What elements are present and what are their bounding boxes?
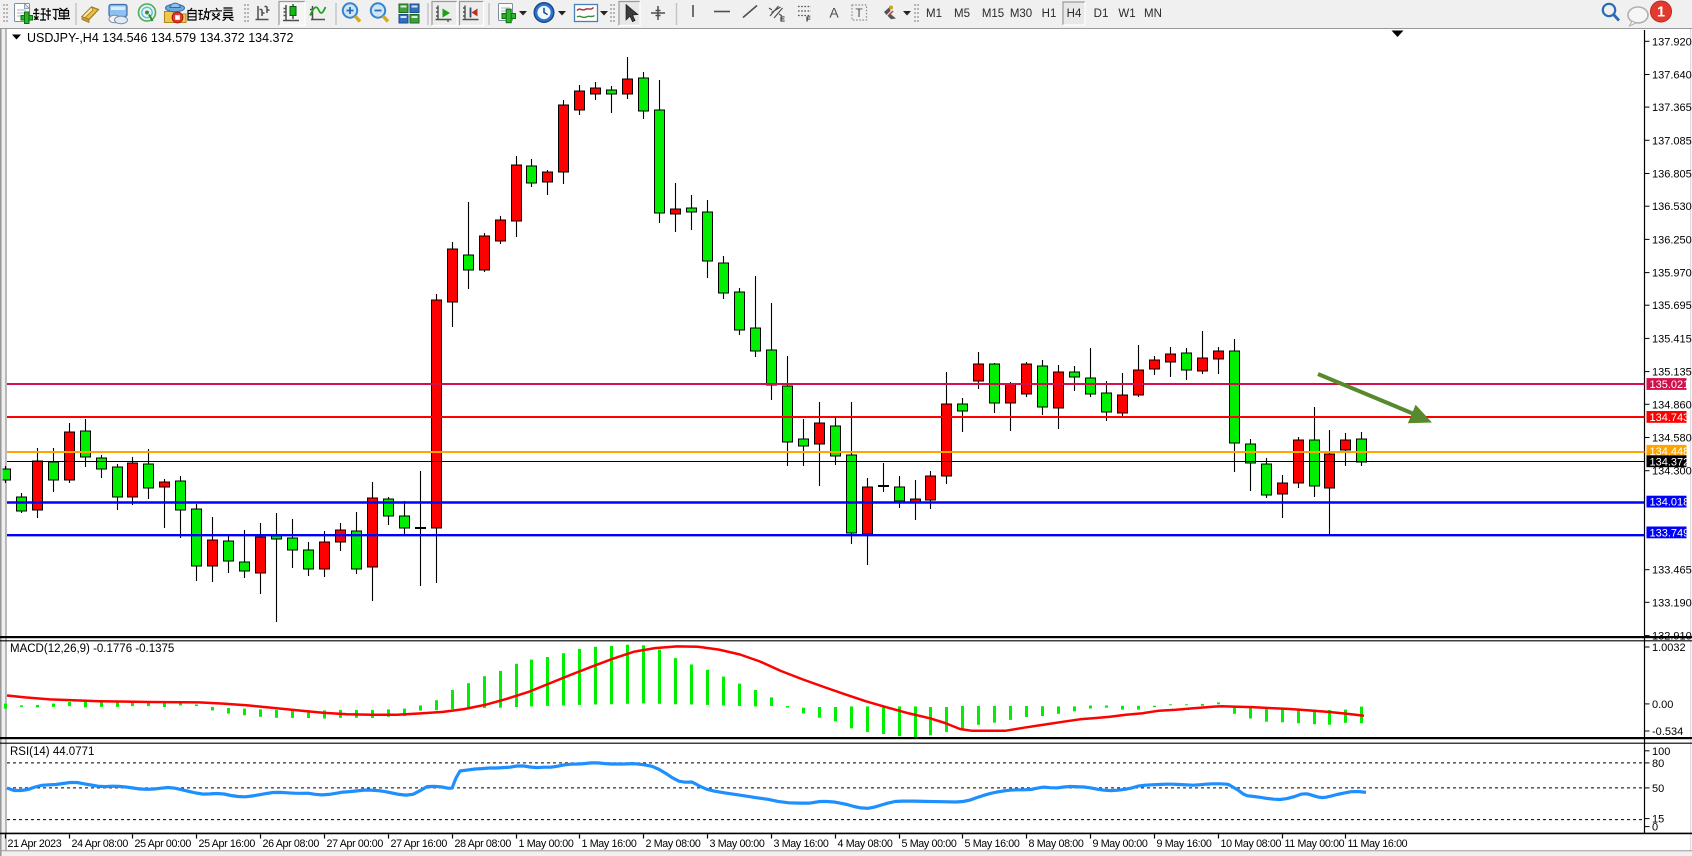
svg-text:USDJPY-,H4 134.546 134.579 13: USDJPY-,H4 134.546 134.579 134.372 134.3… — [27, 31, 293, 45]
svg-text:28 Apr 08:00: 28 Apr 08:00 — [455, 838, 512, 850]
svg-text:133.749: 133.749 — [1650, 527, 1690, 539]
svg-text:137.085: 137.085 — [1652, 135, 1692, 147]
svg-text:136.250: 136.250 — [1652, 234, 1692, 246]
svg-text:133.190: 133.190 — [1652, 597, 1692, 609]
svg-text:25 Apr 16:00: 25 Apr 16:00 — [199, 838, 256, 850]
svg-text:1.0032: 1.0032 — [1652, 642, 1686, 654]
svg-text:80: 80 — [1652, 758, 1664, 770]
svg-text:50: 50 — [1652, 783, 1664, 795]
svg-text:25 Apr 00:00: 25 Apr 00:00 — [135, 838, 192, 850]
svg-text:0: 0 — [1652, 822, 1658, 834]
svg-text:135.135: 135.135 — [1652, 367, 1692, 379]
svg-text:21 Apr 2023: 21 Apr 2023 — [8, 838, 62, 850]
svg-text:D1: D1 — [1094, 8, 1109, 20]
svg-text:H1: H1 — [1042, 8, 1057, 20]
svg-text:133.465: 133.465 — [1652, 565, 1692, 577]
svg-text:A: A — [829, 5, 839, 21]
svg-text:2 May 08:00: 2 May 08:00 — [646, 838, 701, 850]
svg-text:T: T — [855, 6, 863, 20]
svg-text:134.018: 134.018 — [1650, 497, 1690, 509]
svg-text:10 May 08:00: 10 May 08:00 — [1221, 838, 1282, 850]
svg-text:1: 1 — [1657, 5, 1665, 21]
svg-text:137.640: 137.640 — [1652, 70, 1692, 82]
svg-text:134.580: 134.580 — [1652, 433, 1692, 445]
svg-text:5 May 00:00: 5 May 00:00 — [902, 838, 957, 850]
svg-text:M15: M15 — [982, 8, 1004, 20]
svg-text:MACD(12,26,9) -0.1776 -0.1375: MACD(12,26,9) -0.1776 -0.1375 — [10, 643, 174, 655]
svg-text:135.415: 135.415 — [1652, 333, 1692, 345]
svg-text:27 Apr 00:00: 27 Apr 00:00 — [327, 838, 384, 850]
svg-text:8 May 08:00: 8 May 08:00 — [1029, 838, 1084, 850]
svg-text:4 May 08:00: 4 May 08:00 — [838, 838, 893, 850]
svg-text:134.743: 134.743 — [1650, 412, 1690, 424]
svg-text:5 May 16:00: 5 May 16:00 — [965, 838, 1020, 850]
svg-text:136.530: 136.530 — [1652, 201, 1692, 213]
svg-text:E: E — [780, 15, 785, 24]
svg-text:3 May 16:00: 3 May 16:00 — [774, 838, 829, 850]
svg-text:135.970: 135.970 — [1652, 268, 1692, 280]
svg-text:W1: W1 — [1118, 8, 1135, 20]
svg-text:1 May 00:00: 1 May 00:00 — [519, 838, 574, 850]
svg-text:134.448: 134.448 — [1650, 446, 1690, 458]
svg-text:27 Apr 16:00: 27 Apr 16:00 — [391, 838, 448, 850]
svg-text:26 Apr 08:00: 26 Apr 08:00 — [263, 838, 320, 850]
svg-text:1 May 16:00: 1 May 16:00 — [582, 838, 637, 850]
svg-text:11 May 16:00: 11 May 16:00 — [1348, 838, 1408, 850]
svg-text:137.365: 137.365 — [1652, 102, 1692, 114]
svg-text:135.021: 135.021 — [1650, 379, 1690, 391]
svg-text:H4: H4 — [1067, 8, 1082, 20]
svg-text:134.372: 134.372 — [1650, 456, 1690, 468]
svg-text:-0.534: -0.534 — [1652, 726, 1683, 738]
svg-text:F: F — [806, 15, 811, 24]
svg-text:11 May 00:00: 11 May 00:00 — [1285, 838, 1345, 850]
svg-text:0.00: 0.00 — [1652, 699, 1673, 711]
svg-text:134.300: 134.300 — [1652, 466, 1692, 478]
svg-text:9 May 00:00: 9 May 00:00 — [1093, 838, 1148, 850]
svg-text:15: 15 — [1652, 814, 1664, 826]
svg-text:MN: MN — [1144, 8, 1162, 20]
svg-text:9 May 16:00: 9 May 16:00 — [1157, 838, 1212, 850]
svg-text:M1: M1 — [926, 8, 942, 20]
svg-text:135.695: 135.695 — [1652, 300, 1692, 312]
svg-text:137.920: 137.920 — [1652, 36, 1692, 48]
svg-text:100: 100 — [1652, 746, 1670, 758]
svg-text:M30: M30 — [1010, 8, 1032, 20]
svg-text:134.860: 134.860 — [1652, 399, 1692, 411]
svg-text:3 May 00:00: 3 May 00:00 — [710, 838, 765, 850]
svg-text:M5: M5 — [954, 8, 970, 20]
svg-text:24 Apr 08:00: 24 Apr 08:00 — [72, 838, 129, 850]
svg-text:136.805: 136.805 — [1652, 169, 1692, 181]
svg-text:RSI(14) 44.0771: RSI(14) 44.0771 — [10, 746, 94, 758]
